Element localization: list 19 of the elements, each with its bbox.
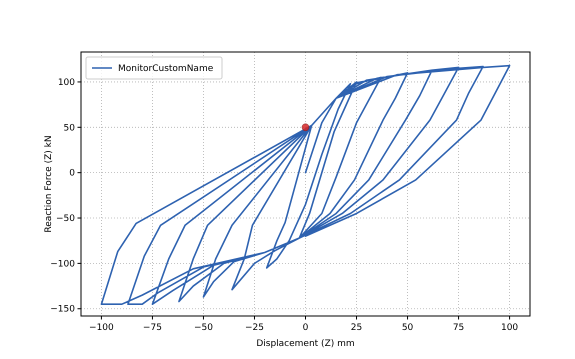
x-tick-label: −25 bbox=[244, 323, 264, 333]
y-tick-label: −50 bbox=[56, 214, 76, 224]
y-tick-label: −150 bbox=[50, 304, 76, 315]
x-axis-title: Displacement (Z) mm bbox=[256, 339, 355, 349]
x-tick-label: 100 bbox=[500, 323, 518, 333]
x-tick-label: −50 bbox=[194, 323, 214, 333]
x-tick-label: −75 bbox=[142, 323, 162, 333]
x-tick-label: 25 bbox=[350, 323, 362, 333]
y-tick-label: −100 bbox=[50, 259, 76, 270]
y-tick-label: 100 bbox=[58, 78, 76, 88]
y-tick-label: 0 bbox=[69, 168, 76, 179]
x-tick-label: −100 bbox=[89, 323, 114, 333]
x-tick-label: 75 bbox=[452, 323, 464, 333]
x-tick-label: 0 bbox=[302, 323, 309, 333]
line-series bbox=[100, 64, 510, 306]
y-axis-title: Reaction Force (Z) kN bbox=[44, 135, 54, 233]
x-tick-label: 50 bbox=[402, 323, 414, 333]
legend-label: MonitorCustomName bbox=[118, 64, 214, 74]
y-tick-label: 50 bbox=[64, 123, 76, 134]
